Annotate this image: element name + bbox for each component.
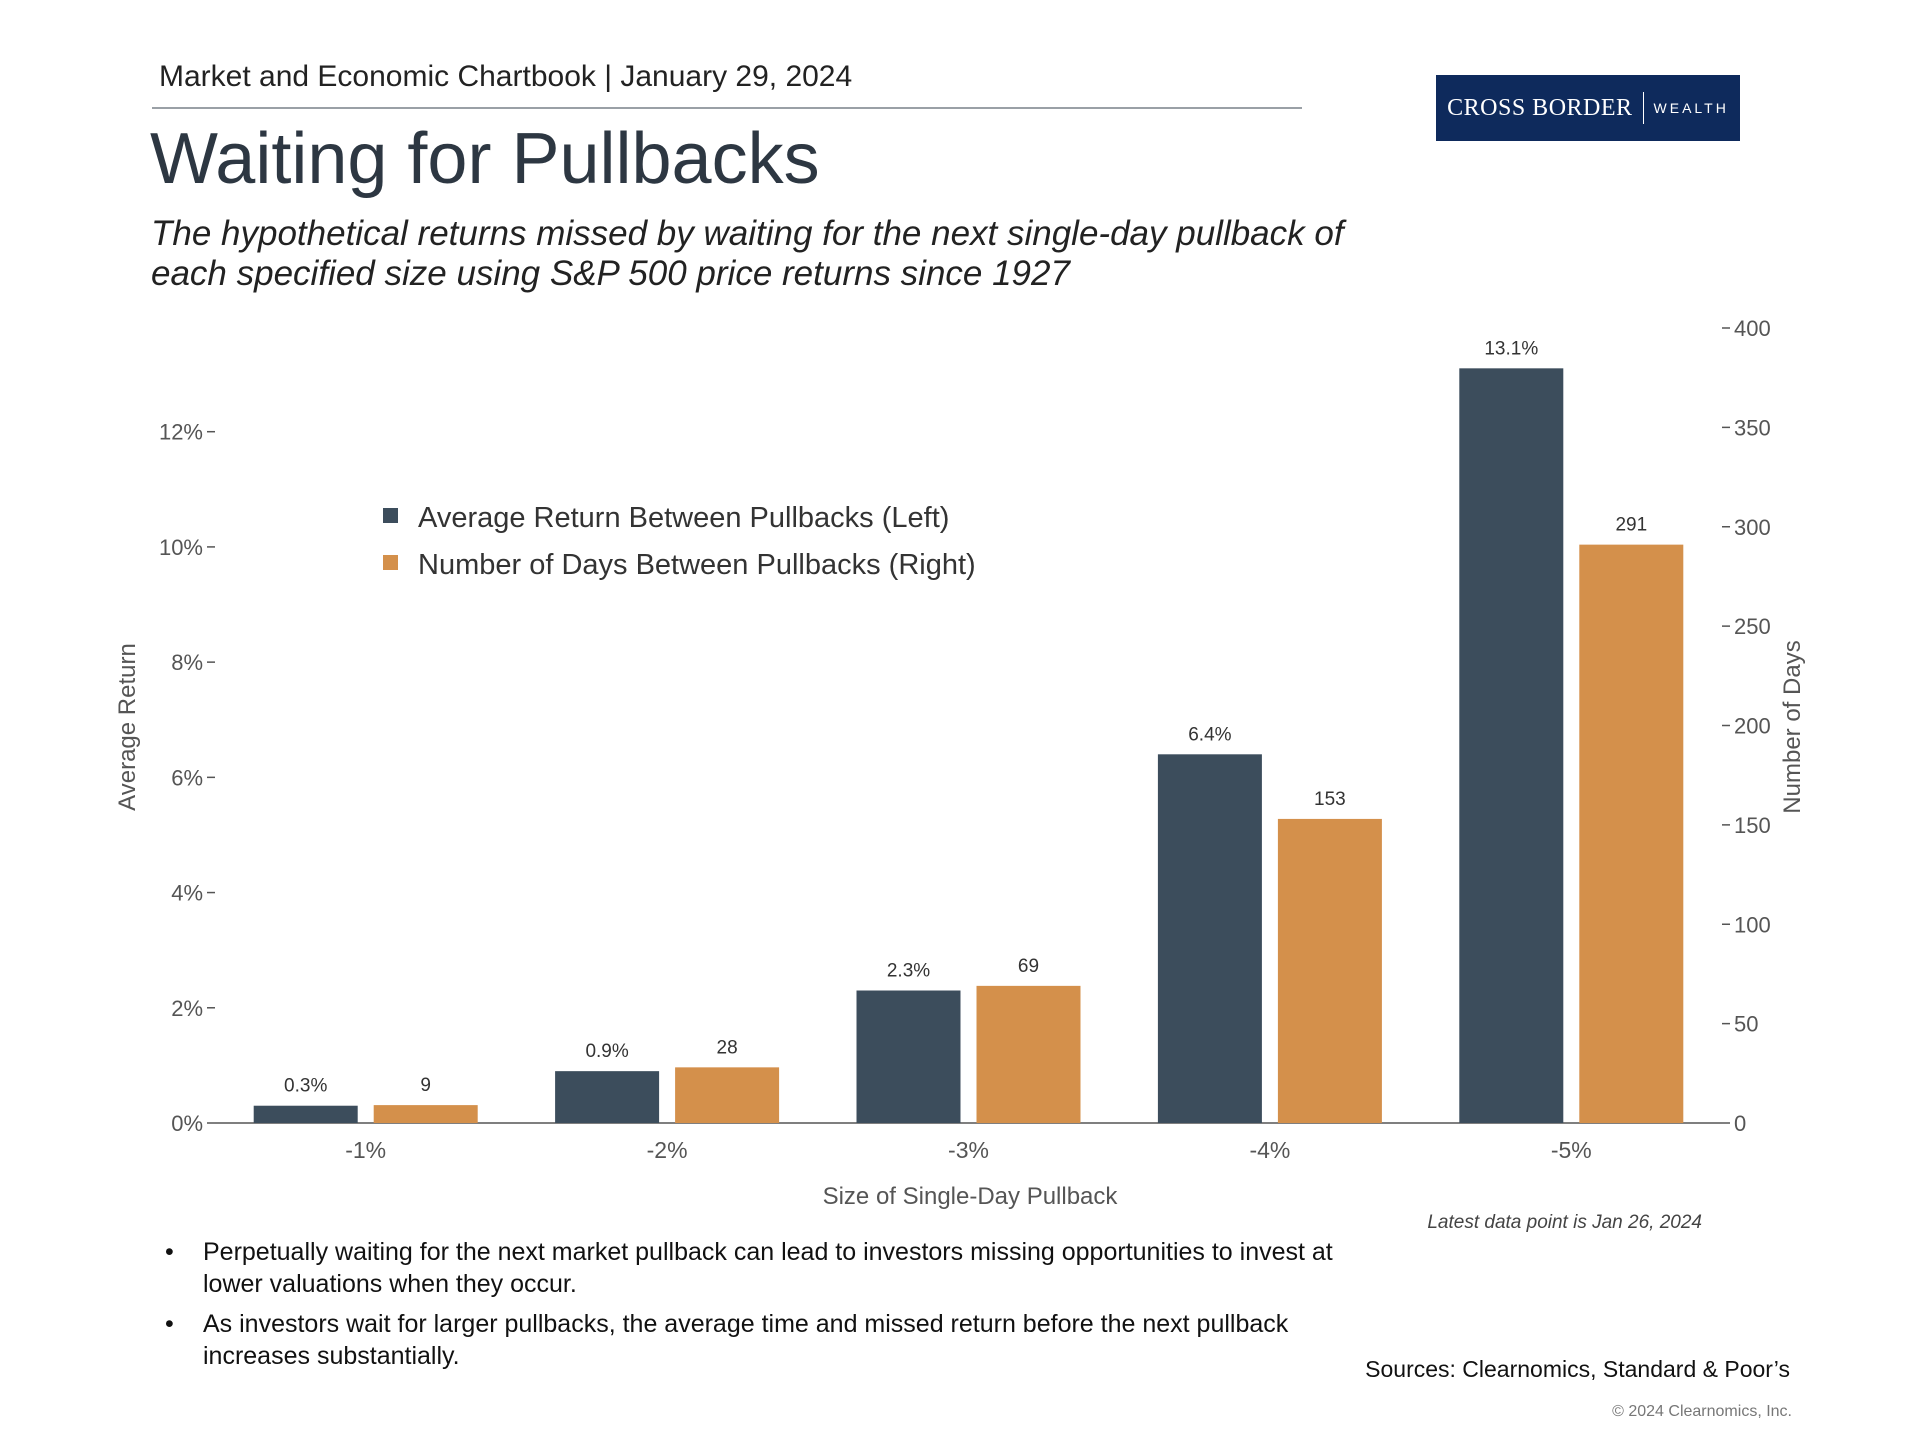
bullet-list: Perpetually waiting for the next market … — [165, 1236, 1395, 1380]
y-axis-right-title: Number of Days — [1779, 640, 1806, 813]
legend-swatch-series-2 — [383, 555, 398, 570]
y-axis-right-tick-label: 250 — [1734, 614, 1771, 639]
y-axis-right-tick-label: 0 — [1734, 1111, 1746, 1136]
y-axis-right-tick-label: 350 — [1734, 415, 1771, 440]
bar-number-of-days — [1277, 818, 1382, 1123]
x-axis-category-label: -3% — [948, 1137, 989, 1163]
copyright-note: © 2024 Clearnomics, Inc. — [1612, 1403, 1792, 1420]
y-axis-right-tick-label: 50 — [1734, 1012, 1758, 1037]
y-axis-left-tick-label: 10% — [159, 535, 203, 560]
data-label-average-return: 6.4% — [1188, 724, 1231, 745]
y-axis-right-tick-label: 400 — [1734, 316, 1771, 341]
y-axis-left-title: Average Return — [114, 643, 141, 811]
sources-note: Sources: Clearnomics, Standard & Poor’s — [1365, 1356, 1790, 1382]
brand-logo: CROSS BORDER WEALTH — [1436, 75, 1740, 141]
y-axis-left-tick-label: 8% — [171, 650, 203, 675]
header-divider — [152, 107, 1302, 109]
bar-average-return — [1459, 368, 1564, 1124]
data-label-average-return: 0.3% — [284, 1076, 327, 1097]
x-axis-category-label: -2% — [647, 1137, 688, 1163]
data-label-number-of-days: 28 — [717, 1037, 738, 1058]
y-axis-left-tick-label: 12% — [159, 420, 203, 445]
bar-number-of-days — [373, 1105, 478, 1123]
legend-swatch-series-1 — [383, 508, 398, 523]
data-label-number-of-days: 9 — [420, 1075, 431, 1096]
data-label-number-of-days: 291 — [1615, 515, 1647, 536]
data-label-average-return: 2.3% — [887, 961, 930, 982]
x-axis-category-label: -4% — [1249, 1137, 1290, 1163]
bar-number-of-days — [1579, 544, 1684, 1123]
logo-sub-text: WEALTH — [1653, 100, 1729, 116]
bullet-item: As investors wait for larger pullbacks, … — [165, 1308, 1395, 1372]
data-label-number-of-days: 153 — [1314, 789, 1346, 810]
x-axis-category-label: -1% — [345, 1137, 386, 1163]
logo-separator — [1642, 92, 1644, 124]
y-axis-right-tick-label: 200 — [1734, 714, 1771, 739]
x-axis-category-label: -5% — [1551, 1137, 1592, 1163]
data-label-number-of-days: 69 — [1018, 956, 1039, 977]
legend-label-series-1: Average Return Between Pullbacks (Left) — [418, 502, 949, 534]
logo-main-text: CROSS BORDER — [1447, 94, 1633, 121]
chart-legend: Average Return Between Pullbacks (Left) … — [383, 502, 976, 581]
y-axis-right-tick-label: 300 — [1734, 515, 1771, 540]
page-title: Waiting for Pullbacks — [150, 119, 820, 199]
y-axis-left-tick-label: 6% — [171, 765, 203, 790]
y-axis-left-tick-label: 4% — [171, 881, 203, 906]
bullet-item: Perpetually waiting for the next market … — [165, 1236, 1395, 1300]
bar-average-return — [555, 1071, 660, 1123]
bar-number-of-days — [675, 1067, 780, 1123]
y-axis-left-tick-label: 0% — [171, 1111, 203, 1136]
bar-average-return — [1157, 754, 1262, 1123]
latest-data-note: Latest data point is Jan 26, 2024 — [1427, 1212, 1702, 1233]
x-axis-title: Size of Single-Day Pullback — [823, 1183, 1119, 1210]
bar-number-of-days — [976, 985, 1081, 1123]
y-axis-right-tick-label: 100 — [1734, 912, 1771, 937]
data-label-average-return: 0.9% — [585, 1041, 628, 1062]
bar-average-return — [253, 1105, 358, 1123]
bar-average-return — [856, 990, 961, 1123]
page-subtitle: The hypothetical returns missed by waiti… — [151, 214, 1344, 293]
y-axis-right-tick-label: 150 — [1734, 813, 1771, 838]
y-axis-left-tick-label: 2% — [171, 996, 203, 1021]
legend-label-series-2: Number of Days Between Pullbacks (Right) — [418, 549, 976, 581]
data-label-average-return: 13.1% — [1484, 338, 1538, 359]
header-text: Market and Economic Chartbook | January … — [159, 60, 853, 93]
